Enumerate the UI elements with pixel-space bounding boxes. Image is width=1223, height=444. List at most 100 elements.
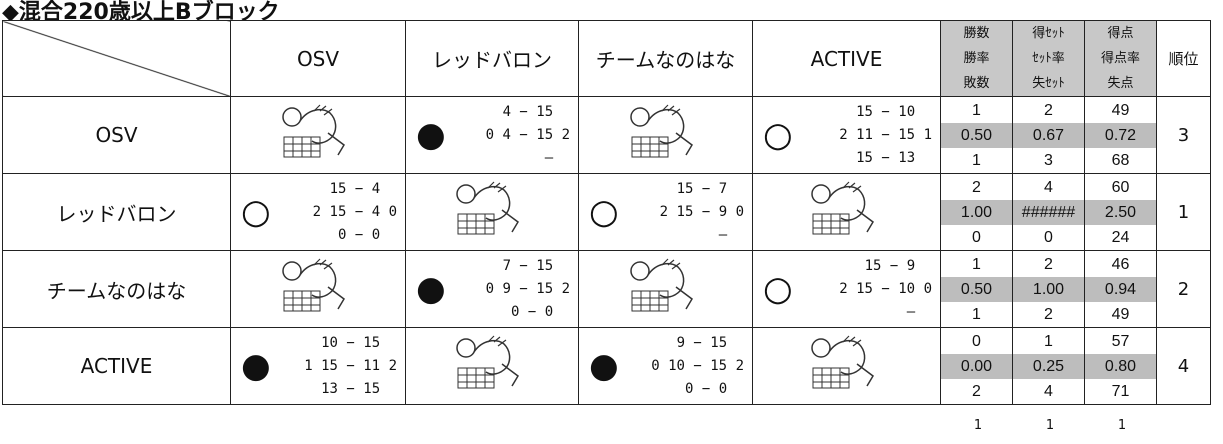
stat-value: 2 [1044, 305, 1053, 323]
stat-cell: 2 1.00 0 [940, 173, 1013, 251]
set-score: 15 − 11 [321, 357, 381, 374]
match-cell [405, 173, 579, 251]
team-row: ACTIVE ● 10 − 15 1 15 − 11 2 13 − 15 ● 9 − 1… [2, 327, 1211, 405]
match-cell: ○ 15 − 9 2 15 − 10 0 — [752, 250, 941, 328]
stat-cell: 0 0.00 2 [940, 327, 1013, 405]
score-line: 0 4 − 15 2 [486, 127, 570, 143]
score-line: 2 15 − 9 0 [660, 204, 744, 220]
stat-header-label: 勝率 [941, 46, 1012, 71]
score-line: 2 11 − 15 1 [839, 127, 932, 143]
score-line: 15 − 4 [330, 181, 397, 197]
stat-header-label: 失ｾｯﾄ [1013, 71, 1084, 96]
stat-value: 0.72 [1085, 122, 1156, 148]
mascot-icon [810, 181, 874, 235]
set-score: 15 − 10 [856, 280, 916, 297]
stat-value: 0.50 [941, 122, 1012, 148]
score-line: 0 10 − 15 2 [651, 358, 744, 374]
score-lines: 7 − 15 0 9 − 15 2 0 − 0 [486, 255, 570, 323]
stat-value: 71 [1111, 382, 1130, 400]
stat-cell: 2 1.00 2 [1012, 250, 1085, 328]
stat-value: ###### [1013, 199, 1084, 225]
stat-cell: 4 ###### 0 [1012, 173, 1085, 251]
match-cell: ● 9 − 15 0 10 − 15 2 0 − 0 [578, 327, 753, 405]
set-score: 15 − 4 [329, 203, 381, 220]
set-score: 11 − 15 [856, 126, 916, 143]
set-score: — [718, 226, 728, 243]
score-lines: 15 − 7 2 15 − 9 0 — [660, 178, 744, 246]
stat-header-label: 勝数 [941, 21, 1012, 46]
stat-value: 0.50 [941, 276, 1012, 302]
stat-value: 0.94 [1085, 276, 1156, 302]
match-cell: ● 7 − 15 0 9 − 15 2 0 − 0 [405, 250, 579, 328]
stat-value: 60 [1111, 178, 1130, 196]
row-header: レッドバロン [2, 173, 231, 251]
score-lines: 15 − 4 2 15 − 4 0 0 − 0 [313, 178, 397, 246]
mascot-icon [629, 104, 693, 158]
column-header: OSV [230, 20, 406, 97]
column-header: レッドバロン [405, 20, 579, 97]
stat-value: 4 [1044, 382, 1053, 400]
sets-lost: 2 [561, 280, 570, 297]
score-line: 0 − 0 [338, 227, 397, 243]
match-cell [578, 250, 753, 328]
result-mark: ○ [589, 192, 619, 232]
set-score: 15 − 10 [856, 104, 916, 121]
set-score: 0 − 0 [510, 303, 554, 320]
score-lines: 15 − 9 2 15 − 10 0 — [839, 255, 932, 323]
stat-value: 3 [1044, 151, 1053, 169]
column-header: チームなのはな [578, 20, 753, 97]
stat-header-label: 失点 [1085, 71, 1156, 96]
stat-value: 49 [1111, 305, 1130, 323]
sets-won: 2 [839, 280, 848, 297]
rank-header: 順位 [1156, 20, 1211, 97]
sets-won: 1 [304, 357, 313, 374]
corner-cell [2, 20, 231, 97]
rank-cell: 1 [1156, 173, 1211, 251]
footer: 1 1 1 [942, 418, 1158, 433]
sets-lost: 2 [735, 357, 744, 374]
match-cell [230, 250, 406, 328]
stat-value: 2 [1044, 101, 1053, 119]
stat-cell: 46 0.94 49 [1084, 250, 1157, 328]
rank-cell: 4 [1156, 327, 1211, 405]
result-mark: ● [416, 115, 446, 155]
footer-value: 1 [973, 418, 983, 433]
stat-value: 49 [1111, 101, 1130, 119]
stat-value: 24 [1111, 228, 1130, 246]
score-line: 1 15 − 11 2 [304, 358, 397, 374]
stat-cell: 1 0.50 1 [940, 96, 1013, 174]
match-cell: ● 10 − 15 1 15 − 11 2 13 − 15 [230, 327, 406, 405]
set-score: 7 − 15 [502, 258, 554, 275]
score-lines: 10 − 15 1 15 − 11 2 13 − 15 [304, 332, 397, 400]
stat-value: 4 [1044, 178, 1053, 196]
score-line: 2 15 − 10 0 [839, 281, 932, 297]
mascot-icon [456, 181, 519, 235]
stat-header-label: 敗数 [941, 71, 1012, 96]
stat-value: 1.00 [941, 199, 1012, 225]
stat-value: 1 [972, 101, 981, 119]
stat-value: 57 [1111, 332, 1130, 350]
match-cell [752, 173, 941, 251]
mascot-icon [282, 104, 345, 158]
result-mark: ● [241, 346, 271, 386]
set-score: 0 − 0 [684, 380, 728, 397]
rank-cell: 2 [1156, 250, 1211, 328]
match-cell: ○ 15 − 10 2 11 − 15 1 15 − 13 [752, 96, 941, 174]
sets-won: 2 [659, 203, 669, 220]
stat-value: 0 [972, 332, 981, 350]
stat-value: 0.67 [1013, 122, 1084, 148]
stat-value: 2 [1044, 255, 1053, 273]
stat-header: 勝数 勝率 敗数 [940, 20, 1013, 97]
stat-cell: 1 0.50 1 [940, 250, 1013, 328]
stat-value: 2.50 [1085, 199, 1156, 225]
title: ◆混合220歳以上Bブロック [2, 0, 280, 20]
rank-cell: 3 [1156, 96, 1211, 174]
match-cell [230, 96, 406, 174]
stat-value: 2 [972, 382, 981, 400]
stat-value: 1 [972, 305, 981, 323]
score-lines: 4 − 15 0 4 − 15 2 — [486, 101, 570, 169]
match-cell: ○ 15 − 7 2 15 − 9 0 — [578, 173, 753, 251]
result-mark: ○ [763, 115, 793, 155]
team-row: チームなのはな ● 7 − 15 0 9 − 15 2 0 − 0 ○ 15 − 9 … [2, 250, 1211, 328]
set-score: 9 − 15 [676, 335, 728, 352]
